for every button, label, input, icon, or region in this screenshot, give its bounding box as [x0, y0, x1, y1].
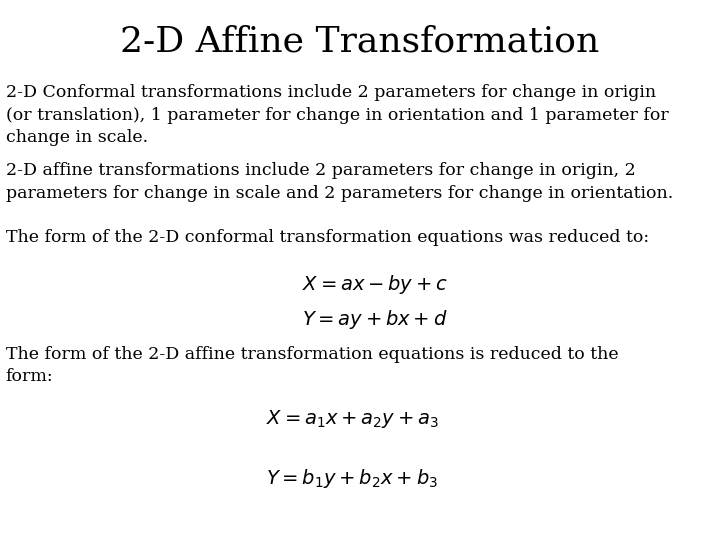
- Text: 2-D Affine Transformation: 2-D Affine Transformation: [120, 24, 600, 58]
- Text: The form of the 2-D affine transformation equations is reduced to the
form:: The form of the 2-D affine transformatio…: [6, 346, 618, 386]
- Text: $X = a_1 x + a_2 y + a_3$: $X = a_1 x + a_2 y + a_3$: [266, 408, 439, 430]
- Text: $Y = b_1 y + b_2 x + b_3$: $Y = b_1 y + b_2 x + b_3$: [266, 467, 438, 490]
- Text: The form of the 2-D conformal transformation equations was reduced to:: The form of the 2-D conformal transforma…: [6, 230, 649, 246]
- Text: $X = ax - by + c$: $X = ax - by + c$: [302, 273, 449, 296]
- Text: 2-D Conformal transformations include 2 parameters for change in origin
(or tran: 2-D Conformal transformations include 2 …: [6, 84, 668, 146]
- Text: $Y = ay + bx + d$: $Y = ay + bx + d$: [302, 308, 448, 331]
- Text: 2-D affine transformations include 2 parameters for change in origin, 2
paramete: 2-D affine transformations include 2 par…: [6, 162, 673, 202]
